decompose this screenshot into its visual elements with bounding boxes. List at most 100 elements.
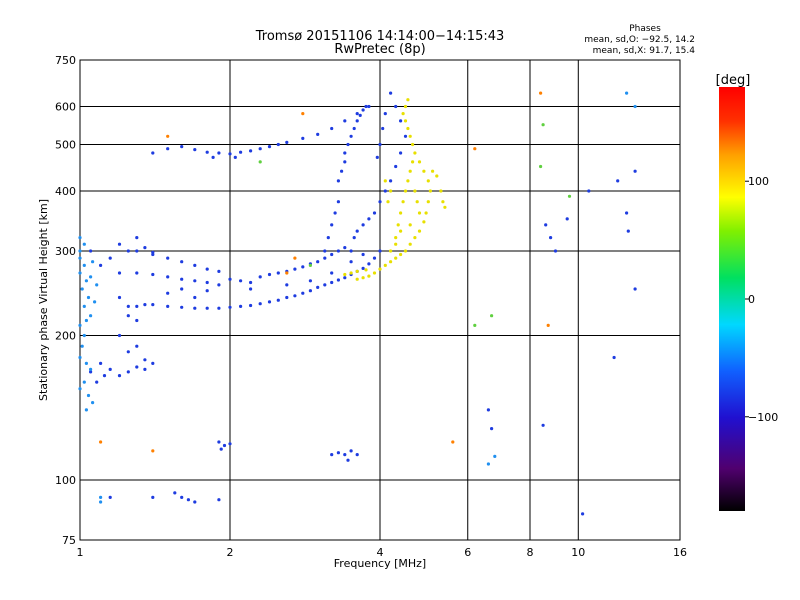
data-point <box>330 223 334 227</box>
data-point <box>99 263 103 267</box>
data-point <box>99 500 103 504</box>
data-point <box>408 134 412 138</box>
data-point <box>381 126 385 131</box>
data-point <box>343 246 347 250</box>
data-point <box>439 189 443 193</box>
data-point <box>166 304 170 308</box>
data-point <box>408 242 412 246</box>
data-point <box>340 169 344 173</box>
data-point <box>355 277 359 281</box>
data-point <box>333 211 337 215</box>
data-point <box>193 279 197 283</box>
data-point <box>205 306 209 310</box>
data-point <box>406 98 410 102</box>
data-point <box>180 287 184 291</box>
data-point <box>151 151 155 155</box>
data-point <box>389 260 393 264</box>
data-point <box>383 189 387 193</box>
data-point <box>193 148 197 152</box>
data-point <box>219 447 223 451</box>
y-tick-label: 300 <box>55 245 76 258</box>
data-point <box>239 279 243 283</box>
data-point <box>143 303 147 307</box>
data-point <box>401 112 405 116</box>
data-point <box>249 287 253 291</box>
data-point <box>78 323 82 327</box>
data-point <box>394 164 398 169</box>
data-point <box>151 361 155 365</box>
data-point <box>426 179 430 183</box>
data-point <box>117 374 122 378</box>
data-point <box>258 302 262 306</box>
colorbar-gradient <box>719 87 745 511</box>
data-point <box>336 200 340 204</box>
data-point <box>424 211 428 215</box>
data-point <box>180 495 184 499</box>
data-point <box>89 249 93 253</box>
data-point <box>330 252 334 257</box>
colorbar-tick-label: −100 <box>748 411 778 424</box>
data-point <box>355 112 359 116</box>
x-tick-label: 8 <box>527 546 534 559</box>
data-point <box>336 179 340 183</box>
data-point <box>417 211 422 215</box>
data-point <box>389 189 393 193</box>
data-point <box>205 150 209 154</box>
data-point <box>367 262 371 266</box>
data-point <box>84 361 88 365</box>
data-point <box>349 271 353 275</box>
phases-heading: Phases <box>629 24 661 34</box>
data-point <box>78 249 82 253</box>
data-point <box>422 220 426 224</box>
data-point <box>276 271 280 275</box>
x-tick-labels: 1 2 4 6 8 10 16 <box>77 546 688 559</box>
data-point <box>378 200 382 204</box>
data-point <box>205 280 209 285</box>
data-point <box>435 174 439 178</box>
data-point <box>386 200 390 204</box>
data-point <box>117 242 122 246</box>
chart-title-line1: Tromsø 20151106 14:14:00−14:15:43 <box>255 29 505 44</box>
data-point <box>89 367 93 371</box>
data-point <box>205 267 209 271</box>
data-point <box>473 323 477 327</box>
data-point <box>389 249 393 253</box>
data-point <box>151 272 155 277</box>
data-point <box>258 147 262 151</box>
data-point <box>228 305 232 309</box>
data-point <box>239 150 243 154</box>
data-point <box>99 440 103 444</box>
data-point <box>473 147 477 151</box>
data-point <box>355 229 359 233</box>
data-point <box>211 155 215 159</box>
data-point <box>323 283 327 287</box>
data-point <box>285 271 289 275</box>
data-point <box>383 112 387 116</box>
data-point <box>415 200 419 204</box>
data-point <box>78 387 82 391</box>
x-tick-label: 10 <box>571 546 585 559</box>
data-point <box>403 134 408 138</box>
data-point <box>217 283 221 287</box>
data-point <box>95 283 99 287</box>
data-point <box>239 304 243 308</box>
data-point <box>633 287 637 291</box>
data-point <box>413 189 417 193</box>
x-axis-label: Frequency [MHz] <box>334 557 426 570</box>
data-point <box>406 126 410 131</box>
data-point <box>417 160 422 164</box>
data-point <box>193 500 197 504</box>
data-point <box>361 108 365 112</box>
data-point <box>411 142 415 147</box>
data-point <box>408 169 412 173</box>
data-point <box>267 272 272 277</box>
data-point <box>84 408 88 412</box>
data-point <box>193 295 197 300</box>
data-point <box>343 453 347 457</box>
data-point <box>549 236 553 240</box>
data-point <box>565 217 569 221</box>
data-point <box>553 249 558 253</box>
data-point <box>378 249 382 253</box>
data-point <box>308 289 312 293</box>
